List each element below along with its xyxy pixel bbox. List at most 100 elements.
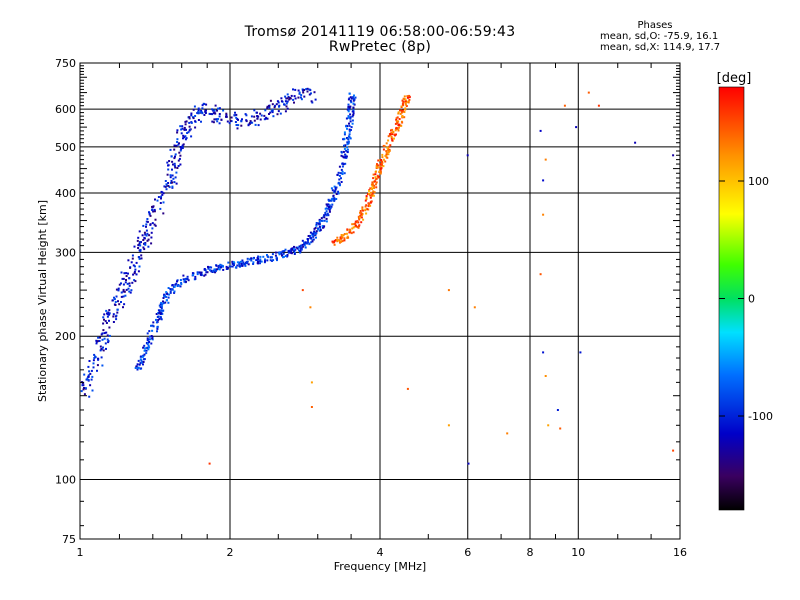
trace-point <box>337 190 340 193</box>
trace-point <box>286 255 289 258</box>
trace-point <box>197 119 200 121</box>
trace-point <box>230 120 233 123</box>
trace-point <box>206 271 209 274</box>
trace-point <box>398 118 401 120</box>
trace-point <box>181 145 184 148</box>
trace-point <box>179 125 182 128</box>
trace-point <box>378 166 381 169</box>
trace-point <box>111 299 114 302</box>
trace-point <box>143 231 146 234</box>
trace-point <box>349 113 352 116</box>
trace-point <box>200 271 202 274</box>
trace-point <box>142 246 145 249</box>
trace-point <box>382 158 385 161</box>
trace-point <box>211 270 214 273</box>
trace-point <box>277 251 280 254</box>
trace-point <box>314 98 317 101</box>
trace-point <box>188 117 191 120</box>
trace-point <box>325 210 328 213</box>
trace-point <box>131 281 134 284</box>
trace-point <box>169 291 172 294</box>
trace-point <box>274 251 277 254</box>
trace-point <box>303 244 306 247</box>
trace-point <box>351 115 354 118</box>
trace-point <box>83 387 85 389</box>
trace-point <box>284 100 287 103</box>
trace-point <box>157 319 160 321</box>
trace-point <box>276 259 278 262</box>
trace-point <box>313 91 316 94</box>
trace-point <box>210 269 213 272</box>
trace-point <box>239 264 242 267</box>
trace-point <box>407 100 410 103</box>
trace-point <box>360 213 363 216</box>
trace-point <box>225 265 228 268</box>
trace-point <box>170 155 173 158</box>
trace-point <box>89 384 92 387</box>
trace-point <box>194 115 197 117</box>
trace-point <box>293 253 296 255</box>
trace-point <box>91 389 94 392</box>
trace-point <box>106 315 109 318</box>
trace-point <box>245 120 248 123</box>
trace-point <box>347 140 350 143</box>
scatter-point <box>466 154 469 157</box>
colorbar-tick-label: -100 <box>748 410 773 423</box>
trace-point <box>88 395 91 398</box>
trace-point <box>103 337 106 340</box>
trace-point <box>171 160 174 163</box>
trace-point <box>392 131 395 133</box>
trace-point <box>276 113 279 116</box>
trace-point <box>220 118 223 121</box>
trace-point <box>339 172 342 175</box>
trace-point <box>98 340 101 342</box>
scatter-point <box>587 91 590 94</box>
trace-point <box>162 212 165 215</box>
trace-point <box>165 183 168 186</box>
trace-point <box>256 117 259 120</box>
trace-point <box>97 340 100 343</box>
trace-point <box>142 346 145 349</box>
trace-point <box>257 124 260 127</box>
trace-point <box>143 344 146 347</box>
trace-point <box>351 227 354 230</box>
scatter-point <box>575 126 578 129</box>
trace-point <box>266 254 268 256</box>
trace-point <box>120 282 122 285</box>
trace-point <box>299 96 302 99</box>
trace-point <box>142 363 144 366</box>
trace-point <box>151 208 154 211</box>
trace-point <box>122 277 125 280</box>
trace-point <box>337 182 340 185</box>
trace-point <box>230 116 233 119</box>
trace-point <box>284 110 287 113</box>
trace-point <box>214 118 217 121</box>
trace-point <box>173 144 176 147</box>
trace-point <box>93 357 96 359</box>
trace-point <box>141 234 144 237</box>
trace-point <box>330 198 333 201</box>
x-tick-label: 4 <box>377 546 384 559</box>
trace-point <box>100 347 103 350</box>
trace-point <box>324 211 327 214</box>
trace-point <box>167 287 170 289</box>
trace-point <box>233 114 236 117</box>
y-axis-label: Stationary phase Virtual Height [km] <box>36 200 49 402</box>
trace-point <box>159 303 162 306</box>
trace-point <box>329 206 332 209</box>
trace-point <box>293 250 295 253</box>
trace-point <box>259 258 262 261</box>
trace-point <box>91 375 94 378</box>
trace-point <box>121 277 124 280</box>
trace-point <box>179 149 182 152</box>
trace-point <box>343 131 346 134</box>
trace-point <box>147 238 150 241</box>
trace-point <box>126 282 129 285</box>
trace-point <box>238 261 241 264</box>
trace-point <box>142 224 145 227</box>
trace-point <box>349 129 352 131</box>
trace-point <box>120 271 123 274</box>
trace-point <box>222 109 225 112</box>
trace-point <box>349 117 352 120</box>
trace-point <box>379 165 382 168</box>
